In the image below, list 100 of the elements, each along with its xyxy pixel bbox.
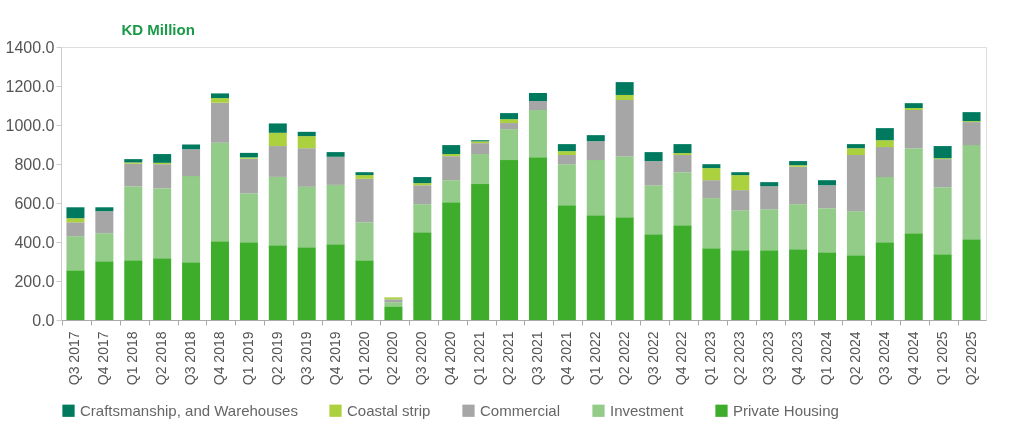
x-tick-label: Q4 2023 [789, 331, 806, 386]
bar [846, 155, 865, 212]
bar [875, 177, 894, 243]
y-tick-label: 400.0 [14, 233, 55, 251]
bar [731, 175, 750, 191]
x-tick-label: Q2 2019 [268, 331, 285, 386]
legend-label: Coastal strip [347, 401, 431, 419]
bar [846, 255, 865, 320]
bar [268, 123, 287, 133]
bar [528, 101, 547, 110]
x-tick-label: Q1 2019 [239, 331, 256, 386]
bar [239, 242, 258, 320]
y-tick-label: 1200.0 [5, 77, 55, 95]
bar [471, 154, 490, 185]
x-tick-label: Q2 2022 [615, 331, 632, 386]
x-tick-label: Q3 2017 [66, 331, 83, 386]
bar [557, 144, 576, 152]
bar [760, 182, 779, 187]
x-tick-label: Q2 2020 [384, 331, 401, 386]
bar [442, 156, 461, 181]
x-tick-label: Q1 2021 [471, 331, 488, 386]
x-tick-label: Q1 2020 [355, 331, 372, 386]
bar [875, 140, 894, 148]
x-tick-label: Q3 2022 [644, 331, 661, 386]
bar [500, 129, 519, 161]
bar [586, 135, 605, 142]
bar [875, 128, 894, 141]
bar [846, 144, 865, 149]
bar [153, 258, 172, 320]
bar [210, 93, 229, 99]
bar [586, 141, 605, 161]
x-tick-label: Q1 2022 [586, 331, 603, 386]
bar [384, 306, 403, 320]
bar [66, 236, 85, 271]
y-axis-title: KD Million [121, 20, 195, 38]
bar [297, 186, 316, 248]
bar [818, 208, 837, 253]
bar [326, 184, 345, 245]
x-tick-label: Q1 2023 [702, 331, 719, 386]
bar [210, 142, 229, 242]
bar [182, 262, 201, 320]
bar [66, 218, 85, 223]
bar [413, 204, 432, 233]
bar [731, 250, 750, 320]
bar [239, 193, 258, 243]
bar [904, 103, 923, 109]
bar [153, 164, 172, 189]
x-tick-label: Q2 2018 [153, 331, 170, 386]
legend-label: Commercial [480, 401, 561, 419]
x-tick-label: Q4 2018 [210, 331, 227, 386]
x-tick-label: Q4 2021 [557, 331, 574, 386]
bar [297, 148, 316, 187]
bar [355, 260, 374, 320]
bar [702, 168, 721, 181]
bar [846, 211, 865, 256]
bar [615, 82, 634, 95]
x-tick-label: Q4 2024 [904, 331, 921, 386]
bar [557, 205, 576, 320]
bar [66, 207, 85, 219]
bar [210, 102, 229, 143]
bar [500, 123, 519, 130]
x-tick-label: Q3 2024 [875, 331, 892, 386]
bar [702, 180, 721, 199]
bar [95, 261, 114, 320]
bar [384, 302, 403, 307]
bar [442, 180, 461, 203]
bar [615, 156, 634, 218]
x-tick-label: Q3 2020 [413, 331, 430, 386]
bar [904, 233, 923, 320]
y-tick-label: 1000.0 [5, 116, 55, 134]
bar [586, 215, 605, 320]
bar [210, 241, 229, 320]
bar [124, 260, 143, 320]
bar [731, 210, 750, 251]
bar [528, 109, 547, 158]
bar [413, 177, 432, 184]
bar [442, 145, 461, 155]
bar [500, 160, 519, 320]
bar [528, 93, 547, 102]
bar [875, 147, 894, 178]
bar [355, 222, 374, 261]
bar [413, 232, 432, 320]
bar [500, 119, 519, 124]
bar [760, 186, 779, 210]
bar [818, 185, 837, 209]
x-tick-label: Q2 2023 [731, 331, 748, 386]
bar [557, 155, 576, 165]
bar [615, 94, 634, 101]
x-tick-label: Q3 2021 [528, 331, 545, 386]
y-tick-label: 1400.0 [5, 38, 55, 56]
bar [846, 148, 865, 156]
bar [268, 132, 287, 147]
x-tick-label: Q4 2019 [326, 331, 343, 386]
bar [95, 211, 114, 234]
bar [442, 154, 461, 157]
bar [442, 202, 461, 320]
bar [702, 198, 721, 249]
bar [528, 157, 547, 320]
bar [644, 161, 663, 186]
bar [95, 233, 114, 262]
